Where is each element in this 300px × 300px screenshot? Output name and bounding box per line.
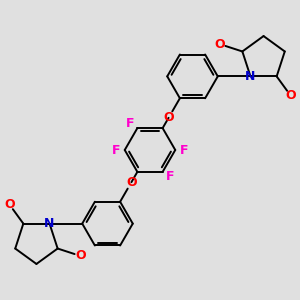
Text: F: F <box>126 117 134 130</box>
Text: F: F <box>112 143 120 157</box>
Text: O: O <box>4 198 15 211</box>
Text: O: O <box>214 38 225 51</box>
Text: F: F <box>180 143 188 157</box>
Text: O: O <box>285 89 296 102</box>
Text: N: N <box>245 70 256 83</box>
Text: O: O <box>126 176 137 189</box>
Text: O: O <box>163 111 174 124</box>
Text: F: F <box>166 170 174 183</box>
Text: O: O <box>75 249 86 262</box>
Text: N: N <box>44 217 55 230</box>
